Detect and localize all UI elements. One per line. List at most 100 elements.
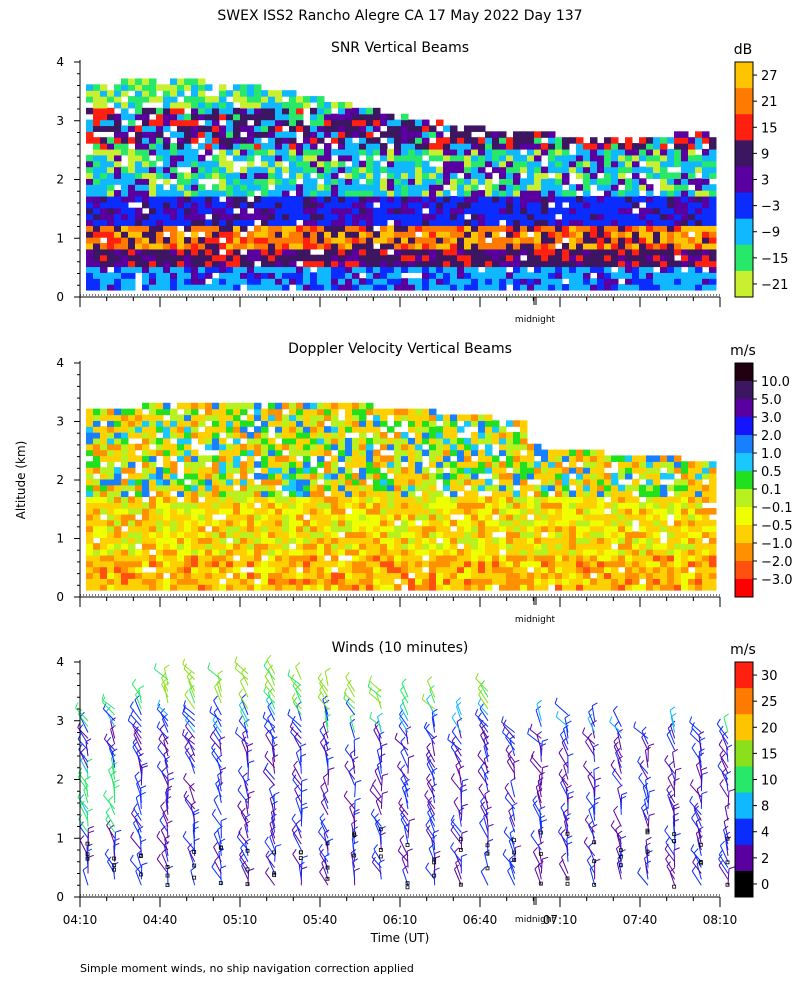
- snr-cell: [177, 208, 185, 215]
- snr-cell: [401, 202, 409, 209]
- snr-cell: [317, 114, 325, 121]
- snr-cell: [702, 137, 710, 144]
- doppler-cell: [401, 479, 409, 486]
- doppler-cell: [331, 426, 339, 433]
- doppler-cell: [212, 444, 220, 451]
- snr-cell: [275, 284, 283, 291]
- snr-cell: [709, 167, 717, 174]
- doppler-cell: [485, 461, 493, 468]
- snr-cell: [324, 120, 332, 127]
- snr-cell: [191, 131, 199, 138]
- doppler-cell: [240, 485, 248, 492]
- snr-cell: [107, 96, 115, 103]
- snr-cell: [198, 261, 206, 268]
- snr-cell: [261, 208, 269, 215]
- snr-cell: [191, 161, 199, 168]
- doppler-cell: [310, 508, 318, 514]
- snr-cell: [485, 278, 493, 285]
- snr-cell: [86, 214, 94, 221]
- doppler-cell: [352, 578, 360, 585]
- doppler-cell: [443, 514, 451, 521]
- doppler-cell: [394, 409, 402, 416]
- doppler-cell: [471, 543, 479, 550]
- snr-cell: [625, 202, 633, 209]
- doppler-cell: [429, 496, 437, 503]
- doppler-cell: [310, 450, 318, 457]
- snr-cell: [394, 137, 402, 144]
- snr-cell: [688, 225, 696, 232]
- snr-cell: [345, 255, 353, 262]
- snr-cell: [562, 272, 570, 279]
- snr-cell: [695, 231, 703, 238]
- snr-cell: [212, 261, 220, 268]
- snr-cell: [254, 255, 262, 262]
- doppler-cell: [457, 520, 465, 527]
- doppler-cell: [275, 572, 283, 579]
- doppler-cell: [261, 414, 269, 421]
- doppler-cell: [121, 561, 129, 568]
- doppler-cell: [219, 479, 227, 486]
- snr-cell: [569, 202, 577, 209]
- doppler-cell: [471, 502, 479, 509]
- snr-cell: [478, 125, 486, 132]
- doppler-cell: [296, 420, 304, 427]
- snr-cell: [471, 225, 479, 232]
- snr-cell: [415, 161, 423, 168]
- doppler-cell: [499, 432, 507, 439]
- snr-cell: [149, 149, 157, 156]
- doppler-cell: [653, 531, 661, 538]
- doppler-cell: [142, 438, 150, 445]
- snr-cell: [205, 196, 213, 203]
- snr-cell: [352, 284, 360, 291]
- snr-cell: [436, 278, 444, 285]
- doppler-cell: [632, 514, 640, 521]
- snr-cell: [100, 167, 108, 174]
- snr-cell: [436, 266, 444, 273]
- doppler-cell: [569, 467, 577, 474]
- snr-cell: [534, 208, 542, 215]
- snr-cell: [254, 243, 262, 250]
- snr-cell: [702, 161, 710, 168]
- doppler-cell: [275, 520, 283, 527]
- snr-cell: [289, 272, 297, 279]
- snr-cell: [128, 84, 136, 91]
- doppler-cell: [219, 467, 227, 474]
- snr-cell: [380, 178, 388, 185]
- snr-cell: [450, 155, 458, 162]
- doppler-cell: [513, 467, 521, 474]
- doppler-cell: [93, 526, 101, 533]
- snr-cell: [135, 149, 143, 156]
- doppler-cell: [408, 549, 416, 556]
- doppler-cell: [282, 479, 290, 486]
- snr-cell: [604, 249, 612, 256]
- doppler-cell: [618, 455, 626, 462]
- snr-cell: [107, 196, 115, 203]
- snr-cell: [562, 208, 570, 215]
- doppler-cell: [93, 567, 101, 574]
- snr-cell: [583, 219, 591, 226]
- snr-cell: [184, 96, 192, 103]
- doppler-cell: [142, 479, 150, 486]
- doppler-cell: [338, 537, 346, 544]
- snr-cell: [177, 108, 185, 115]
- snr-cell: [485, 161, 493, 168]
- snr-cell: [219, 131, 227, 138]
- snr-cell: [702, 214, 710, 221]
- snr-cell: [135, 131, 143, 138]
- snr-cell: [114, 208, 122, 215]
- doppler-cell: [303, 572, 311, 579]
- snr-cell: [450, 255, 458, 262]
- snr-cell: [548, 272, 556, 279]
- doppler-cell: [163, 520, 171, 527]
- doppler-cell: [282, 420, 290, 427]
- doppler-cell: [86, 526, 94, 533]
- doppler-cell: [275, 561, 283, 568]
- snr-cell: [310, 125, 318, 132]
- doppler-cell: [709, 561, 717, 568]
- snr-cell: [324, 255, 332, 262]
- snr-cell: [212, 243, 220, 250]
- doppler-cell: [464, 502, 472, 509]
- snr-cell: [548, 208, 556, 215]
- snr-cell: [198, 243, 206, 250]
- snr-cell: [338, 219, 346, 226]
